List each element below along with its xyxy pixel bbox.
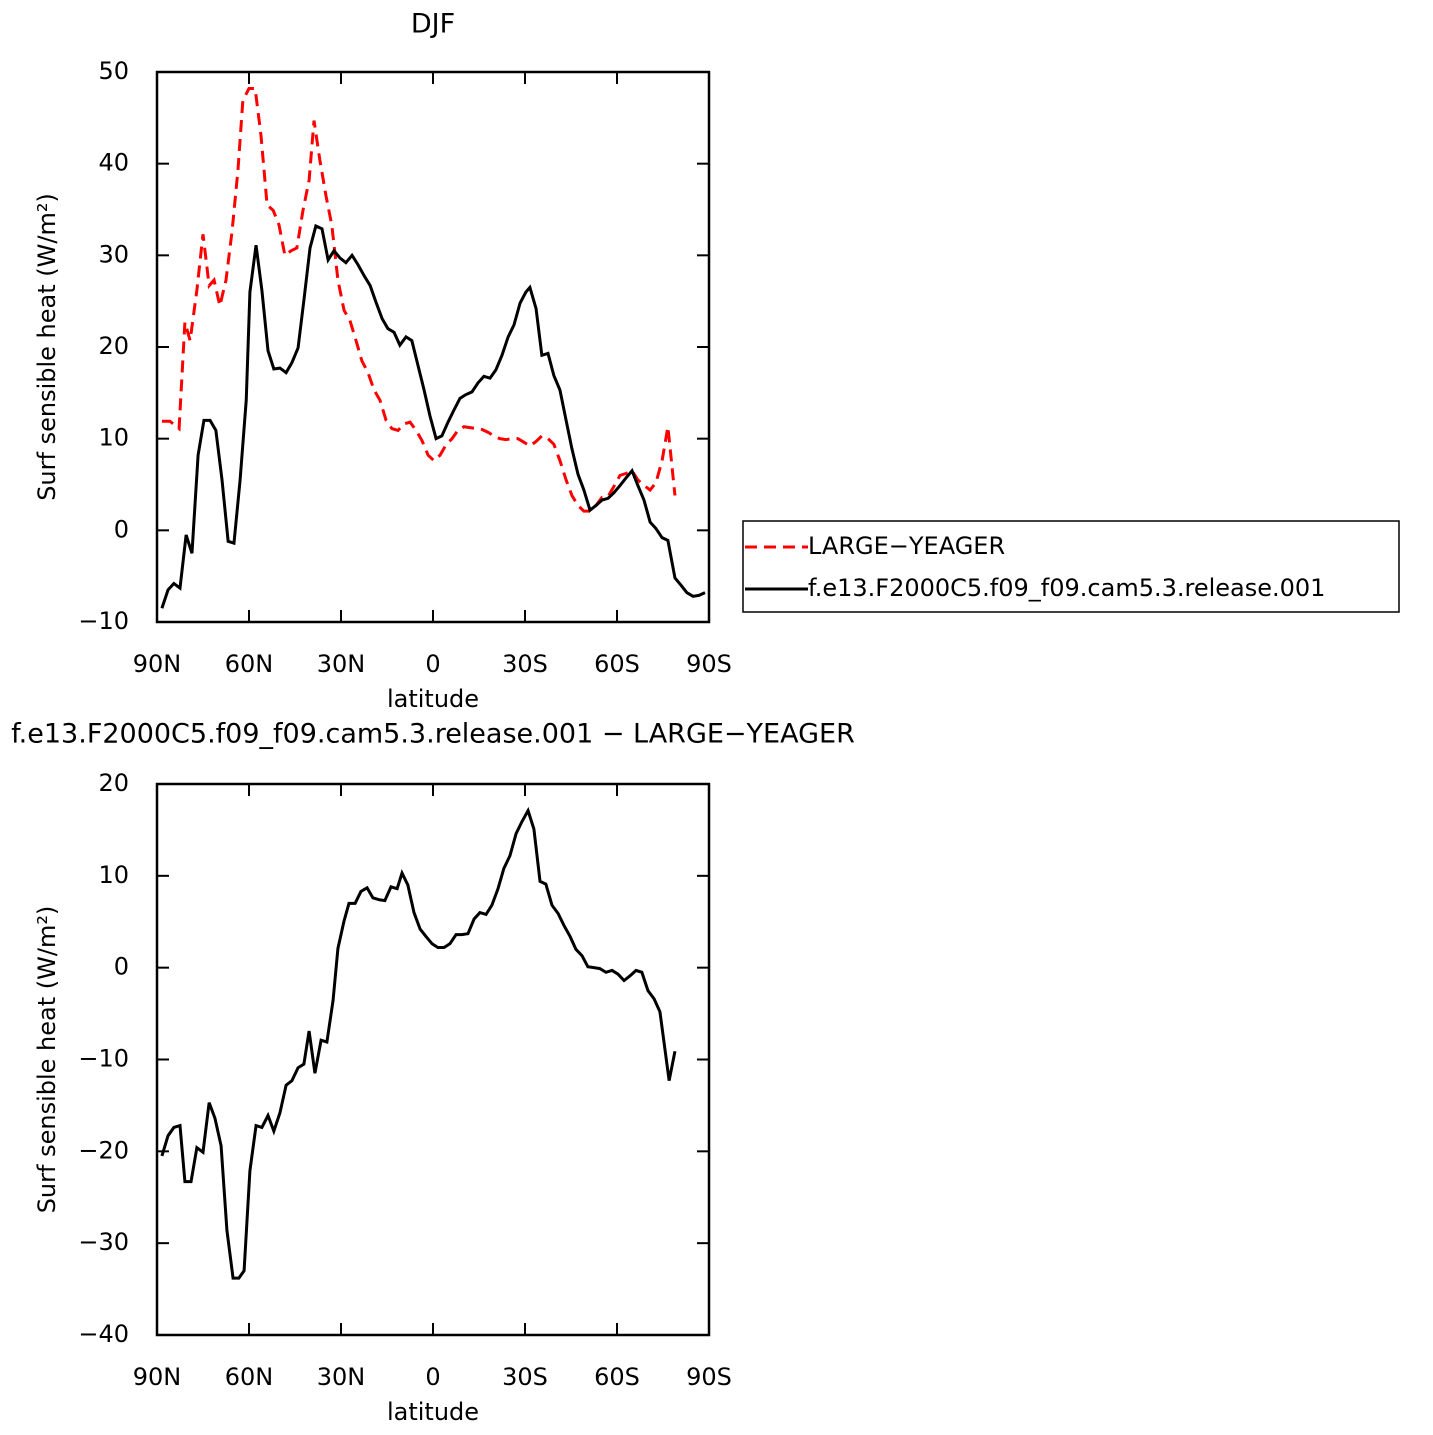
y-tick-label: 10 <box>98 424 129 452</box>
x-tick-label: 90N <box>133 650 182 678</box>
x-tick-label: 90S <box>686 650 732 678</box>
y-tick-label: 0 <box>114 515 129 543</box>
y-tick-label: −10 <box>78 607 129 635</box>
data-line <box>160 223 706 609</box>
chart-title: f.e13.F2000C5.f09_f09.cam5.3.release.001… <box>11 719 855 750</box>
x-tick-label: 60S <box>594 650 640 678</box>
x-tick-label: 30S <box>502 650 548 678</box>
y-tick-label: −30 <box>78 1228 129 1256</box>
x-tick-label: 0 <box>425 650 440 678</box>
y-axis-label: Surf sensible heat (W/m²) <box>33 193 61 501</box>
y-tick-label: 20 <box>98 332 129 360</box>
x-tick-label: 90N <box>133 1363 182 1391</box>
x-tick-label: 30S <box>502 1363 548 1391</box>
y-tick-label: −20 <box>78 1136 129 1164</box>
plot-frame <box>155 782 711 1337</box>
x-axis-label: latitude <box>387 685 479 713</box>
y-tick-label: 10 <box>98 861 129 889</box>
chart-title: DJF <box>411 9 455 40</box>
y-tick-label: 30 <box>98 240 129 268</box>
x-tick-label: 60N <box>225 1363 274 1391</box>
x-tick-label: 60N <box>225 650 274 678</box>
y-tick-label: 0 <box>114 953 129 981</box>
x-tick-label: 60S <box>594 1363 640 1391</box>
y-tick-label: −40 <box>78 1320 129 1348</box>
y-axis-label: Surf sensible heat (W/m²) <box>33 906 61 1214</box>
plot-frame <box>155 70 711 624</box>
x-tick-label: 30N <box>317 1363 366 1391</box>
data-line <box>161 87 677 513</box>
x-axis-label: latitude <box>387 1398 479 1426</box>
y-tick-label: 20 <box>98 769 129 797</box>
data-line <box>160 806 677 1280</box>
x-tick-label: 90S <box>686 1363 732 1391</box>
x-tick-label: 30N <box>317 650 366 678</box>
y-tick-label: 40 <box>98 149 129 177</box>
x-tick-label: 0 <box>425 1363 440 1391</box>
y-tick-label: 50 <box>98 57 129 85</box>
legend-label: f.e13.F2000C5.f09_f09.cam5.3.release.001 <box>808 574 1325 602</box>
legend-label: LARGE−YEAGER <box>808 532 1005 560</box>
y-tick-label: −10 <box>78 1045 129 1073</box>
legend-box <box>742 520 1400 613</box>
